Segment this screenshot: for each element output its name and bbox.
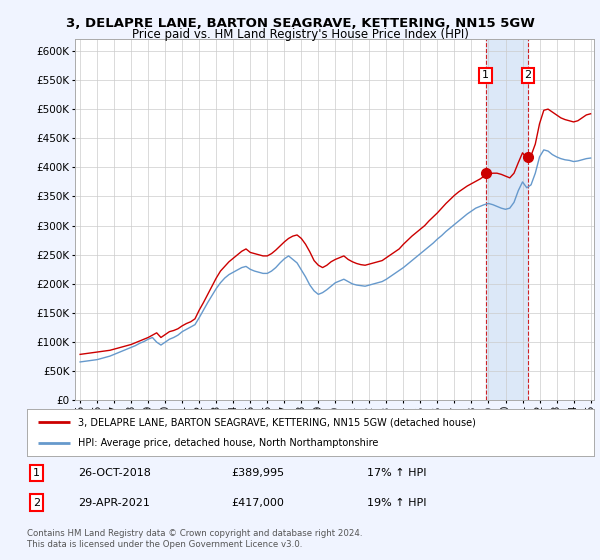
Text: £417,000: £417,000 xyxy=(231,498,284,507)
Text: 3, DELAPRE LANE, BARTON SEAGRAVE, KETTERING, NN15 5GW: 3, DELAPRE LANE, BARTON SEAGRAVE, KETTER… xyxy=(65,17,535,30)
Text: 1: 1 xyxy=(32,468,40,478)
Text: 2: 2 xyxy=(524,71,532,80)
Text: 17% ↑ HPI: 17% ↑ HPI xyxy=(367,468,427,478)
Text: 26-OCT-2018: 26-OCT-2018 xyxy=(78,468,151,478)
Bar xyxy=(485,39,528,400)
Text: 3, DELAPRE LANE, BARTON SEAGRAVE, KETTERING, NN15 5GW (detached house): 3, DELAPRE LANE, BARTON SEAGRAVE, KETTER… xyxy=(78,417,476,427)
Text: Price paid vs. HM Land Registry's House Price Index (HPI): Price paid vs. HM Land Registry's House … xyxy=(131,28,469,41)
Text: 29-APR-2021: 29-APR-2021 xyxy=(78,498,150,507)
Text: 19% ↑ HPI: 19% ↑ HPI xyxy=(367,498,427,507)
Text: Contains HM Land Registry data © Crown copyright and database right 2024.
This d: Contains HM Land Registry data © Crown c… xyxy=(27,529,362,549)
Text: 2: 2 xyxy=(32,498,40,507)
Text: £389,995: £389,995 xyxy=(231,468,284,478)
Text: HPI: Average price, detached house, North Northamptonshire: HPI: Average price, detached house, Nort… xyxy=(78,438,379,448)
Text: 1: 1 xyxy=(482,71,489,80)
